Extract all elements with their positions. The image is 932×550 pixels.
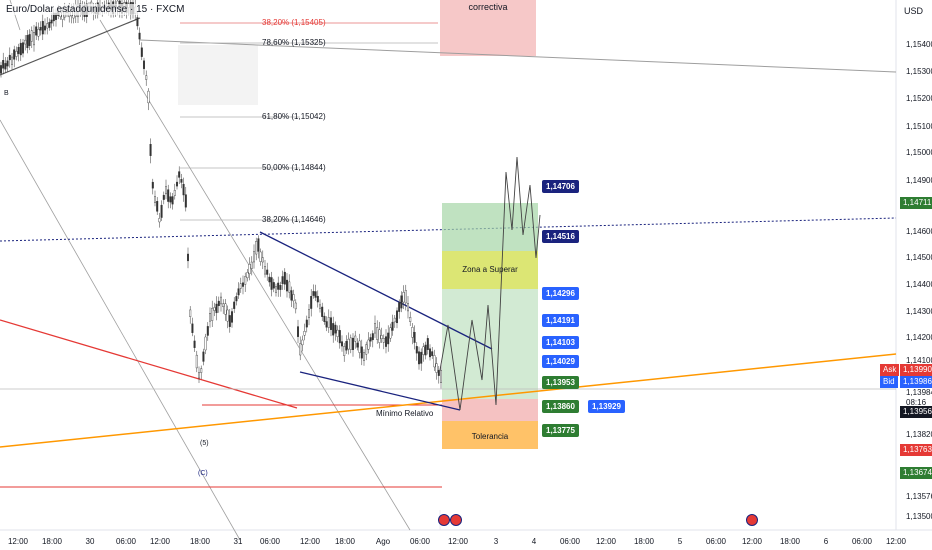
projection-path bbox=[439, 156, 541, 411]
time-axis-label: 12:00 bbox=[7, 537, 29, 546]
price-axis-label: 1,15000 bbox=[906, 148, 932, 157]
time-axis-label: 12:00 bbox=[595, 537, 617, 546]
price-axis-label: 1,14400 bbox=[906, 280, 932, 289]
wedge-lower[interactable] bbox=[299, 371, 461, 411]
time-axis-label: 6 bbox=[823, 537, 829, 546]
economic-event-flag-icon[interactable] bbox=[450, 514, 462, 526]
wave-label-c: (C) bbox=[198, 470, 208, 477]
target-tag[interactable]: 1,14191 bbox=[542, 314, 579, 327]
time-axis-label: 06:00 bbox=[559, 537, 581, 546]
time-axis-label: 12:00 bbox=[447, 537, 469, 546]
price-axis-label: 1,14200 bbox=[906, 333, 932, 342]
minimo-relativo-label: Mínimo Relativo bbox=[376, 409, 434, 418]
time-axis-label: 12:00 bbox=[885, 537, 907, 546]
fib-label-38-upper: 38,20% (1,15405) bbox=[262, 18, 326, 27]
target-zone[interactable] bbox=[442, 203, 538, 251]
price-axis-label: 1,15400 bbox=[906, 40, 932, 49]
stop-zone[interactable] bbox=[442, 399, 538, 421]
time-axis-label: 12:00 bbox=[299, 537, 321, 546]
wave-label-b: B bbox=[4, 90, 9, 97]
target-tag[interactable]: 1,13953 bbox=[542, 376, 579, 389]
zona-superar-label: Zona a Superar bbox=[462, 265, 518, 274]
price-axis-label: 1,14100 bbox=[906, 356, 932, 365]
tolerance-box[interactable] bbox=[442, 421, 538, 449]
price-axis-label: 1,14500 bbox=[906, 253, 932, 262]
time-axis-label: Ago bbox=[375, 537, 391, 546]
time-axis-label: 31 bbox=[233, 537, 243, 546]
price-axis-label: 1,15300 bbox=[906, 67, 932, 76]
ask-label: Ask bbox=[880, 364, 900, 376]
last-price-badge: 1,13956 bbox=[900, 406, 932, 418]
time-axis-label: 18:00 bbox=[633, 537, 655, 546]
ask-price-badge: 1,13990 bbox=[900, 364, 932, 376]
time-axis-label: 12:00 bbox=[149, 537, 171, 546]
target-tag[interactable]: 1,14296 bbox=[542, 287, 579, 300]
symbol-title[interactable]: Euro/Dolar estadounidense · 15 · FXCM bbox=[4, 4, 187, 15]
time-axis-label: 4 bbox=[531, 537, 537, 546]
fib-label-50: 50,00% (1,14844) bbox=[262, 163, 326, 172]
time-axis-label: 18:00 bbox=[334, 537, 356, 546]
time-axis-label: 06:00 bbox=[115, 537, 137, 546]
time-axis-label: 18:00 bbox=[189, 537, 211, 546]
time-axis-label: 5 bbox=[677, 537, 683, 546]
price-axis-label: 1,14300 bbox=[906, 307, 932, 316]
target-tag[interactable]: 1,13929 bbox=[588, 400, 625, 413]
time-axis-label: 30 bbox=[85, 537, 95, 546]
fib-label-61: 61,80% (1,15042) bbox=[262, 112, 326, 121]
target-tag[interactable]: 1,13775 bbox=[542, 424, 579, 437]
economic-event-flag-icon[interactable] bbox=[438, 514, 450, 526]
red-trendline[interactable] bbox=[0, 319, 298, 409]
countdown-label: 08:16 bbox=[906, 398, 927, 407]
price-badge: 1,13674 bbox=[900, 467, 932, 479]
time-axis-label: 18:00 bbox=[779, 537, 801, 546]
profit-zone[interactable] bbox=[442, 289, 538, 399]
resistance-line[interactable] bbox=[139, 39, 897, 73]
time-axis-label: 06:00 bbox=[259, 537, 281, 546]
price-axis[interactable] bbox=[896, 0, 932, 530]
target-tag[interactable]: 1,14516 bbox=[542, 230, 579, 243]
price-axis-label: 1,14600 bbox=[906, 227, 932, 236]
fib-lines bbox=[180, 22, 438, 221]
price-axis-label: 1,14900 bbox=[906, 176, 932, 185]
target-tag[interactable]: 1,14103 bbox=[542, 336, 579, 349]
upper-trendline[interactable] bbox=[0, 17, 141, 76]
fib-label-78: 78,60% (1,15325) bbox=[262, 38, 326, 47]
correctiva-zone[interactable] bbox=[440, 0, 536, 56]
time-axis-label: 3 bbox=[493, 537, 499, 546]
target-tag[interactable]: 1,14706 bbox=[542, 180, 579, 193]
wedge-upper[interactable] bbox=[259, 231, 493, 350]
time-axis-label: 06:00 bbox=[851, 537, 873, 546]
time-axis-label: 06:00 bbox=[409, 537, 431, 546]
price-axis-label: 1,13984 bbox=[906, 388, 932, 397]
target-tag[interactable]: 1,13860 bbox=[542, 400, 579, 413]
price-axis-label: 1,15200 bbox=[906, 94, 932, 103]
time-axis-label: 18:00 bbox=[41, 537, 63, 546]
price-axis-label: 1,13820 bbox=[906, 430, 932, 439]
target-tag[interactable]: 1,14029 bbox=[542, 355, 579, 368]
currency-label: USD bbox=[904, 6, 924, 16]
time-axis-label: 06:00 bbox=[705, 537, 727, 546]
time-axis-label: 12:00 bbox=[741, 537, 763, 546]
tolerancia-label: Tolerancia bbox=[471, 432, 509, 441]
wave-label-5: (5) bbox=[200, 440, 209, 447]
zona-superar-box[interactable] bbox=[442, 251, 538, 289]
fib-label-38-lower: 38,20% (1,14646) bbox=[262, 215, 326, 224]
price-axis-label: 1,15100 bbox=[906, 122, 932, 131]
economic-event-flag-icon[interactable] bbox=[746, 514, 758, 526]
correctiva-label: correctiva bbox=[468, 2, 508, 12]
price-axis-label: 1,13576 bbox=[906, 492, 932, 501]
bid-label: Bid bbox=[880, 376, 898, 388]
bid-price-badge: 1,13986 bbox=[900, 376, 932, 388]
price-badge: 1,14711 bbox=[900, 197, 932, 209]
price-axis-label: 1,13500 bbox=[906, 512, 932, 521]
price-badge: 1,13763 bbox=[900, 444, 932, 456]
orange-trendline[interactable] bbox=[0, 353, 897, 448]
